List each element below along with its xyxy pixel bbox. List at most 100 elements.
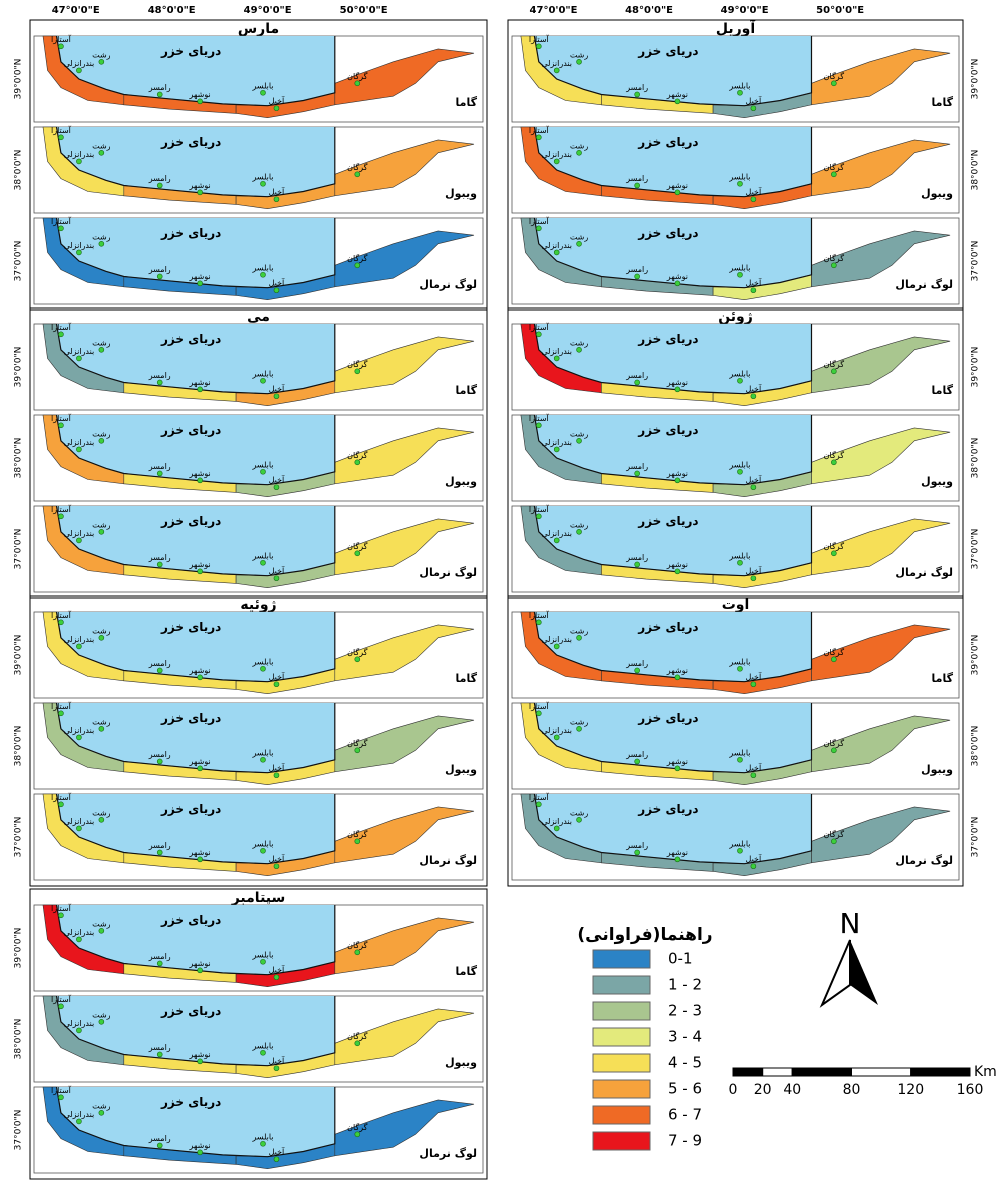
model-label: گاما: [456, 965, 478, 978]
city-marker: [260, 468, 266, 475]
city-marker: [750, 863, 757, 870]
lat-label: 38°0'0"N: [971, 150, 981, 191]
city-marker: [273, 393, 280, 400]
city-label: نوشهر: [666, 272, 688, 281]
coastline: [533, 793, 813, 865]
city-marker: [156, 91, 163, 98]
sea-label: دریای خزر: [637, 423, 698, 437]
city-label: آستارا: [51, 1085, 72, 1095]
city-marker: [354, 459, 361, 466]
city-marker: [197, 674, 203, 681]
city-marker: [536, 422, 542, 429]
city-label: آخیل: [269, 566, 285, 576]
city-marker: [260, 89, 266, 96]
scale-tick-label: 160: [957, 1082, 984, 1098]
city-label: نوشهر: [189, 666, 211, 675]
north-label: N: [840, 907, 861, 940]
city-label: رشت: [92, 338, 111, 347]
lat-label: 37°0'0"N: [14, 1110, 24, 1151]
city-marker: [354, 1131, 361, 1138]
city-marker: [197, 98, 203, 105]
city-label: رشت: [92, 626, 111, 635]
city-label: بندرانزلی: [64, 635, 95, 644]
legend-swatch: [592, 1131, 651, 1151]
city-marker: [634, 91, 640, 98]
city-marker: [197, 386, 203, 393]
city-marker: [58, 331, 64, 338]
city-marker: [98, 528, 105, 535]
sea-label: دریای خزر: [160, 44, 221, 58]
sea-label: دریای خزر: [160, 620, 221, 634]
city-label: آخیل: [746, 187, 762, 197]
city-label: بندرانزلی: [64, 817, 95, 826]
sea-label: دریای خزر: [637, 135, 698, 149]
city-marker: [273, 974, 280, 981]
city-label: بندرانزلی: [64, 59, 95, 68]
city-marker: [553, 158, 560, 165]
zone: [334, 624, 475, 682]
city-marker: [831, 747, 837, 754]
zone: [811, 427, 951, 485]
city-label: بندرانزلی: [541, 817, 572, 826]
coastline: [533, 323, 813, 395]
coastline: [533, 35, 813, 107]
city-marker: [750, 393, 757, 400]
city-label: بابلسر: [251, 657, 273, 666]
city-marker: [354, 80, 361, 87]
city-marker: [76, 158, 82, 165]
city-marker: [831, 262, 837, 269]
model-label: لوگ نرمال: [895, 277, 953, 291]
scale-segment: [732, 1067, 764, 1077]
city-label: گرگان: [824, 162, 845, 172]
city-marker: [58, 710, 64, 717]
city-marker: [536, 134, 542, 141]
city-label: آستارا: [51, 792, 72, 802]
city-marker: [536, 225, 542, 232]
city-label: رشت: [92, 1101, 111, 1110]
lon-label: 50°0'0"E: [340, 5, 388, 16]
model-label: گاما: [456, 96, 478, 109]
legend-swatch: [592, 1001, 651, 1021]
lat-label: 39°0'0"N: [14, 59, 24, 100]
scale-segment: [762, 1067, 793, 1077]
panel-frame: [29, 19, 488, 311]
city-label: رامسر: [148, 371, 171, 380]
city-label: بندرانزلی: [541, 438, 572, 447]
city-label: رامسر: [148, 841, 171, 850]
city-label: نوشهر: [666, 560, 688, 569]
city-marker: [58, 912, 64, 919]
city-label: آخیل: [269, 96, 285, 106]
city-marker: [674, 856, 681, 863]
city-marker: [76, 446, 82, 453]
city-label: آستارا: [529, 34, 550, 44]
zone: [334, 427, 475, 485]
city-label: بندرانزلی: [541, 529, 572, 538]
city-label: نوشهر: [189, 469, 211, 478]
sea-label: دریای خزر: [160, 802, 221, 816]
city-label: گرگان: [347, 253, 368, 263]
north-arrow-right: [850, 940, 878, 1005]
city-marker: [76, 1027, 82, 1034]
lat-label: 39°0'0"N: [14, 347, 24, 388]
city-marker: [354, 656, 361, 663]
city-marker: [197, 856, 203, 863]
city-marker: [737, 180, 743, 187]
city-label: نوشهر: [189, 848, 211, 857]
city-marker: [553, 825, 560, 832]
city-label: آخیل: [746, 96, 762, 106]
coastline: [55, 126, 336, 198]
sea: [56, 324, 335, 394]
city-marker: [634, 182, 640, 189]
city-marker: [76, 825, 82, 832]
sea: [534, 324, 812, 394]
city-marker: [576, 634, 582, 641]
city-label: گرگان: [824, 738, 845, 748]
city-label: رامسر: [625, 371, 648, 380]
city-marker: [354, 171, 361, 178]
city-label: نوشهر: [666, 378, 688, 387]
city-marker: [260, 756, 266, 763]
city-label: بابلسر: [728, 172, 750, 181]
city-marker: [553, 734, 560, 741]
coastline: [55, 323, 336, 395]
